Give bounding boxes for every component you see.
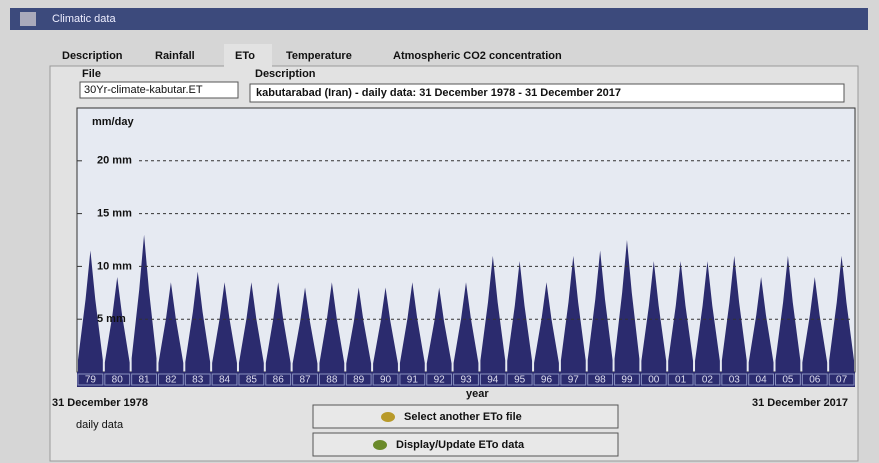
x-tick-label: 98 [595, 375, 607, 386]
x-tick-label: 88 [326, 375, 338, 386]
button-label[interactable]: Select another ETo file [404, 411, 522, 423]
x-tick-label: 84 [219, 375, 231, 386]
x-tick-label: 01 [675, 375, 687, 386]
button[interactable]: Select another ETo file [313, 405, 618, 428]
button-label[interactable]: Display/Update ETo data [396, 439, 525, 451]
x-tick-label: 90 [380, 375, 392, 386]
x-tick-label: 03 [729, 375, 741, 386]
tab[interactable]: Temperature [286, 50, 352, 62]
x-tick-label: 87 [299, 375, 311, 386]
x-axis-label: year [466, 388, 489, 400]
x-tick-label: 92 [434, 375, 446, 386]
x-tick-label: 89 [353, 375, 365, 386]
x-tick-label: 82 [165, 375, 177, 386]
x-tick-label: 79 [85, 375, 97, 386]
y-tick-label: 5 mm [97, 313, 126, 325]
button-icon [373, 440, 387, 450]
x-tick-label: 83 [192, 375, 204, 386]
description-label: Description [255, 68, 316, 80]
end-date: 31 December 2017 [752, 397, 848, 409]
x-tick-label: 85 [246, 375, 258, 386]
tab[interactable]: Rainfall [155, 50, 195, 62]
start-date: 31 December 1978 [52, 397, 148, 409]
y-axis-label: mm/day [92, 116, 134, 128]
x-tick-label: 00 [648, 375, 660, 386]
x-tick-label: 91 [407, 375, 419, 386]
x-tick-label: 05 [782, 375, 794, 386]
window-icon [20, 12, 36, 26]
x-tick-label: 80 [112, 375, 124, 386]
y-tick-label: 15 mm [97, 208, 132, 220]
y-tick-label: 10 mm [97, 260, 132, 272]
tab[interactable]: Description [62, 50, 123, 62]
y-tick-label: 20 mm [97, 155, 132, 167]
page: Climatic data Description Rainfall ETo T… [0, 0, 879, 463]
x-tick-label: 95 [514, 375, 526, 386]
x-tick-label: 06 [809, 375, 821, 386]
tab[interactable]: ETo [235, 50, 255, 62]
description-value: kabutarabad (Iran) - daily data: 31 Dece… [256, 87, 621, 99]
x-tick-label: 97 [568, 375, 580, 386]
button-icon [381, 412, 395, 422]
file-label: File [82, 68, 101, 80]
tab[interactable]: Atmospheric CO2 concentration [393, 50, 562, 62]
x-tick-label: 04 [756, 375, 768, 386]
window-title: Climatic data [52, 13, 116, 25]
x-tick-label: 94 [487, 375, 499, 386]
title-bar [10, 8, 868, 30]
x-tick-label: 02 [702, 375, 714, 386]
x-tick-label: 07 [836, 375, 848, 386]
x-tick-label: 81 [139, 375, 151, 386]
x-tick-label: 99 [621, 375, 633, 386]
x-tick-label: 96 [541, 375, 553, 386]
resolution: daily data [76, 419, 124, 431]
x-tick-label: 93 [460, 375, 472, 386]
file-value: 30Yr-climate-kabutar.ET [84, 84, 203, 96]
button[interactable]: Display/Update ETo data [313, 433, 618, 456]
x-tick-label: 86 [273, 375, 285, 386]
window: Climatic data Description Rainfall ETo T… [0, 0, 879, 463]
